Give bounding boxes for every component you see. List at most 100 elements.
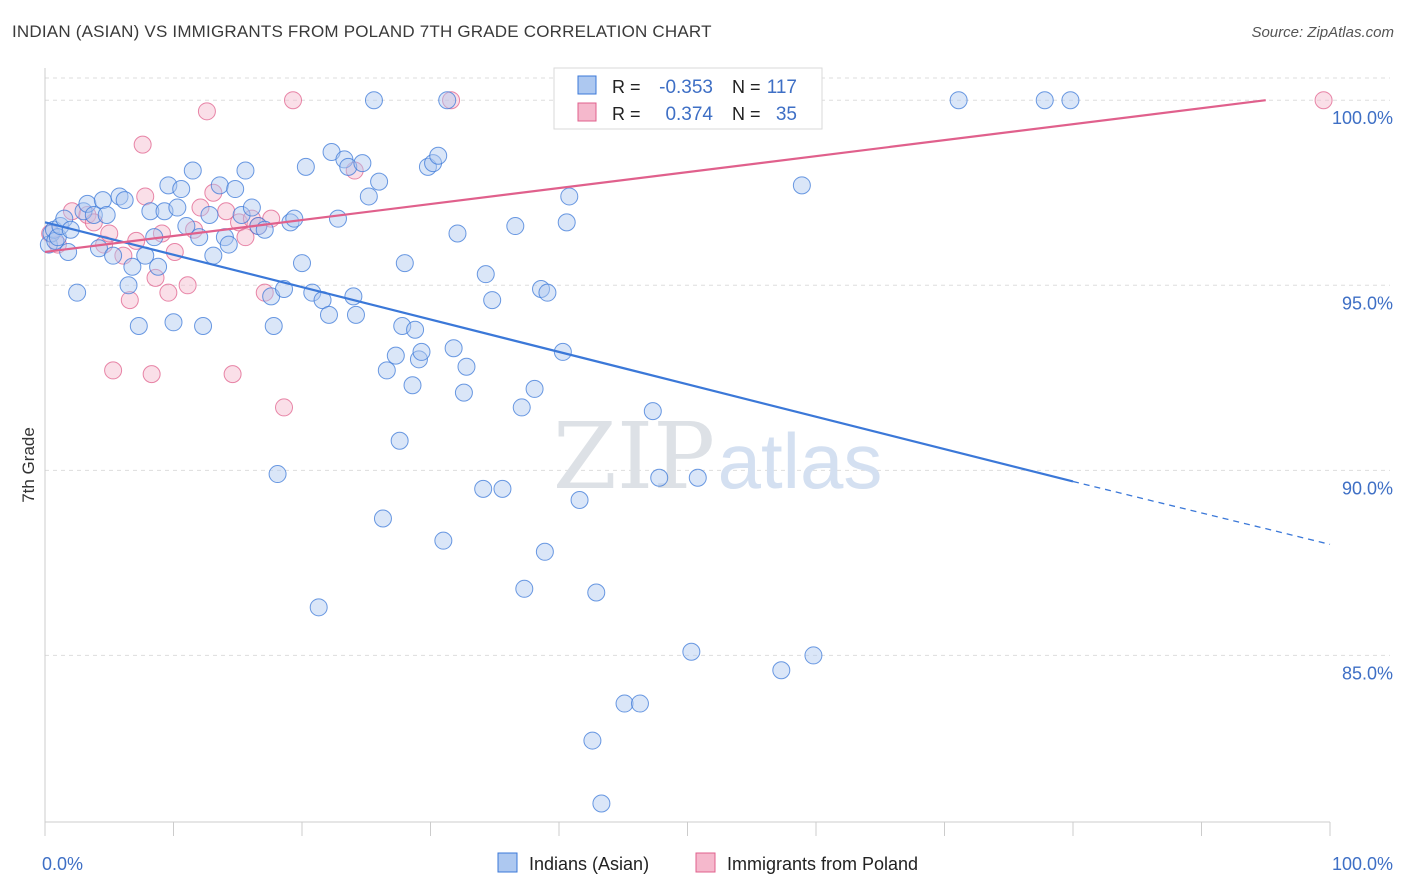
legend-bottom-label-blue: Indians (Asian) [529,854,649,874]
point-indians-asian [172,180,191,199]
point-indians-asian [149,257,168,276]
legend-bottom-label-pink: Immigrants from Poland [727,854,918,874]
point-immigrants-from-poland [104,361,123,380]
point-immigrants-from-poland [165,242,184,261]
point-indians-asian [183,161,202,180]
point-indians-asian [264,317,283,335]
point-immigrants-from-poland [142,365,161,384]
chart-source: Source: ZipAtlas.com [1251,24,1394,41]
point-indians-asian [418,157,437,176]
point-indians-asian [412,342,431,361]
point-immigrants-from-poland [204,183,223,202]
point-indians-asian [194,317,213,335]
legend-top-r-label-pink: R = [612,104,641,124]
point-indians-asian [141,202,160,221]
point-indians-asian [204,246,223,265]
point-indians-asian [587,583,606,602]
legend-bottom: Indians (Asian) Immigrants from Poland [497,852,918,874]
y-tick-label: 85.0% [1342,663,1393,683]
point-indians-asian [364,91,383,110]
point-indians-asian [1061,91,1080,110]
point-indians-asian [285,209,304,228]
point-indians-asian [615,694,634,713]
point-indians-asian [226,180,245,199]
point-indians-asian [538,283,557,302]
point-indians-asian [525,379,544,398]
legend-top-r-label-blue: R = [612,77,641,97]
point-indians-asian [570,490,589,509]
point-indians-asian [210,176,229,195]
point-indians-asian [406,320,425,339]
legend-top-swatch-pink [577,102,597,122]
point-indians-asian [688,468,707,487]
point-indians-asian [457,357,476,376]
point-indians-asian [386,346,405,365]
legend-top-n-label-pink: N = [732,104,761,124]
legend-top-r-value-blue: -0.353 [659,77,713,98]
point-indians-asian [377,361,396,380]
point-immigrants-from-poland [178,276,197,295]
point-indians-asian [512,398,531,417]
point-indians-asian [483,291,502,310]
point-indians-asian [293,254,311,273]
legend-top-r-value-pink: 0.374 [665,104,713,125]
point-indians-asian [560,187,579,206]
point-indians-asian [438,91,457,110]
point-indians-asian [328,209,347,228]
point-indians-asian [448,224,467,243]
point-indians-asian [792,176,811,195]
point-indians-asian [339,157,358,176]
point-immigrants-from-poland [146,268,165,287]
axes [44,68,1331,836]
point-indians-asian [242,198,261,217]
point-indians-asian [535,542,554,561]
point-indians-asian [474,479,493,498]
x-tick-label: 0.0% [42,854,83,874]
point-immigrants-from-poland [442,91,461,110]
point-indians-asian [429,146,448,165]
point-indians-asian [319,305,338,324]
point-indians-asian [68,283,87,302]
point-indians-asian [104,246,123,265]
point-immigrants-from-poland [1314,91,1333,110]
legend-top-n-value-pink: 35 [776,104,797,125]
point-indians-asian [1035,91,1054,110]
y-tick-label: 90.0% [1342,478,1393,498]
point-indians-asian [772,661,791,680]
point-indians-asian [444,339,463,358]
point-indians-asian [168,198,187,217]
point-immigrants-from-poland [197,102,216,121]
point-indians-asian [949,91,968,110]
point-indians-asian [353,154,372,173]
chart-title: INDIAN (ASIAN) VS IMMIGRANTS FROM POLAND… [12,22,712,41]
point-indians-asian [650,468,669,487]
point-indians-asian [59,242,78,261]
point-indians-asian [93,191,112,210]
legend-top-swatch-blue [577,75,597,95]
point-indians-asian [592,794,611,813]
watermark-atlas: atlas [718,417,883,505]
point-indians-asian [454,383,473,402]
point-indians-asian [434,531,453,550]
point-indians-asian [643,402,662,421]
point-indians-asian [804,646,823,665]
y-tick-label: 95.0% [1342,293,1393,313]
point-indians-asian [164,313,183,332]
trend-line-immigrants-from-poland [44,99,1266,254]
point-indians-asian [236,161,255,180]
watermark-zip: ZIP [553,403,715,510]
point-indians-asian [515,579,534,598]
legend-top-n-value-blue: 117 [767,77,797,98]
point-immigrants-from-poland [236,228,255,247]
y-tick-label: 100.0% [1332,108,1393,128]
point-indians-asian [346,305,365,324]
point-indians-asian [403,376,422,395]
series-indians-asian [39,91,1080,813]
x-tick-labels: 0.0% 100.0% [42,854,1393,874]
point-indians-asian [200,205,219,224]
y-tick-labels: 100.0% 95.0% 90.0% 85.0% [1332,108,1393,683]
point-indians-asian [557,213,576,232]
legend-top: R = -0.353 N = 117 R = 0.374 N = 35 [553,67,823,130]
legend-top-box [553,67,823,130]
point-indians-asian [390,431,409,450]
